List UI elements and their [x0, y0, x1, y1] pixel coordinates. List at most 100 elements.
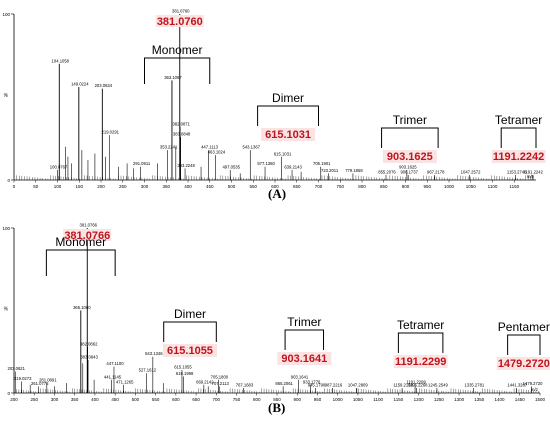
x-tick-label: 700: [315, 184, 323, 189]
peak-label: 669.2142: [196, 379, 214, 384]
oligomer-bracket-pentamer: Pentamer 1479.2720: [496, 320, 550, 370]
peak-label: 203.0634: [95, 83, 113, 88]
x-axis-unit: m/z: [531, 387, 539, 392]
x-tick-label: 350: [71, 397, 79, 402]
peak-label: 1191.2299: [406, 379, 426, 384]
bracket-label: Monomer: [152, 43, 203, 57]
x-tick-label: 200: [97, 184, 105, 189]
oligomer-bracket-monomer: Monomer: [45, 235, 116, 276]
x-tick-label: 1450: [515, 397, 526, 402]
peak-label: 365.1060: [73, 305, 91, 310]
x-tick-label: 650: [192, 397, 200, 402]
y-axis-symbol: %: [4, 93, 9, 99]
peak-label: 1195.2268: [408, 383, 428, 388]
x-tick-label: 300: [51, 397, 59, 402]
bracket-line: [163, 321, 217, 342]
x-tick-label: 1150: [394, 397, 404, 402]
x-tick-label: 650: [293, 184, 301, 189]
x-tick-label: 250: [30, 397, 38, 402]
x-tick-label: 1250: [434, 397, 445, 402]
bracket-line: [500, 127, 537, 148]
x-tick-label: 1000: [444, 184, 455, 189]
peak-label: 615.1031: [274, 151, 292, 156]
peak-label: 527.1612: [139, 368, 157, 373]
peak-label: 705.1901: [313, 161, 331, 166]
oligomer-bracket-tetramer: Tetramer 1191.2242: [491, 113, 546, 163]
x-tick-label: 950: [423, 184, 431, 189]
peak-label: 705.1800: [211, 374, 229, 379]
oligomer-bracket-trimer: Trimer 903.1641: [277, 315, 332, 365]
bracket-label: Monomer: [55, 235, 106, 249]
x-tick-label: 200: [10, 397, 18, 402]
oligomer-mass-label: 1191.2299: [395, 356, 446, 368]
peak-label: 441.1145: [104, 374, 122, 379]
peak-label: 363.1087: [164, 75, 182, 80]
bracket-label: Pentamer: [498, 320, 550, 334]
peak-label: 463.1024: [208, 150, 226, 155]
peak-label: 1047.2572: [461, 170, 481, 175]
peak-label: 1479.2720: [523, 381, 543, 386]
oligomer-bracket-dimer: Dimer 615.1031: [257, 91, 319, 141]
peak-label: 577.1380: [257, 161, 275, 166]
oligomer-mass-highlight: [163, 344, 218, 357]
x-tick-label: 1400: [495, 397, 506, 402]
peak-label: 382.0862: [80, 341, 98, 346]
x-tick-label: 900: [293, 397, 301, 402]
peak-label: 1153.2748: [507, 170, 527, 175]
peak-label: 1159.2104: [393, 383, 413, 388]
peak-label: 543.1367: [243, 145, 261, 150]
peak-label: 615.1055: [174, 364, 192, 369]
peak-label: 1335.2781: [464, 383, 484, 388]
oligomer-bracket-trimer: Trimer 903.1625: [381, 113, 439, 163]
peak-label: 471.1265: [116, 379, 134, 384]
peak-label: 383.0843: [80, 355, 98, 360]
peak-label: 543.1346: [145, 351, 163, 356]
bracket-line: [144, 57, 211, 84]
oligomer-mass-highlight: [261, 128, 316, 141]
peak-label: 987.2216: [325, 383, 343, 388]
y-axis-symbol: %: [4, 307, 9, 313]
peak-label: 767.1683: [236, 383, 254, 388]
x-tick-label: 1200: [414, 397, 425, 402]
x-tick-label: 500: [132, 397, 140, 402]
bracket-label: Dimer: [272, 91, 304, 105]
panel-label-a: (A): [268, 186, 287, 201]
x-tick-label: 1500: [535, 397, 546, 402]
peak-label: 723.2011: [321, 168, 339, 173]
peak-label: 219.0291: [102, 130, 120, 135]
x-tick-label: 800: [253, 397, 261, 402]
x-tick-label: 250: [119, 184, 127, 189]
peak-label: 219.0273: [14, 376, 32, 381]
oligomer-bracket-monomer: Monomer: [144, 43, 211, 84]
x-tick-label: 450: [206, 184, 214, 189]
peak-label: 707.2113: [212, 381, 230, 386]
x-tick-label: 850: [273, 397, 281, 402]
peak-label: 1047.2809: [348, 383, 368, 388]
oligomer-mass-label: 903.1625: [387, 151, 433, 163]
x-tick-label: 500: [228, 184, 236, 189]
oligomer-mass-label: 903.1641: [281, 353, 327, 365]
peak-label: 104.1058: [52, 58, 70, 63]
peak-label: 382.0871: [172, 121, 190, 126]
oligomer-mass-label: 1191.2242: [493, 151, 544, 163]
base-peak-label-highlight: [63, 229, 112, 241]
peak-label: 393.2248: [177, 163, 195, 168]
peak-label: 353.2241: [160, 145, 178, 150]
x-tick-label: 850: [380, 184, 388, 189]
bracket-line: [45, 249, 116, 276]
peak-label: 1191.2242: [523, 170, 543, 175]
oligomer-mass-label: 1479.2720: [498, 358, 550, 370]
y-tick-label: 0: [7, 178, 10, 183]
x-tick-label: 1300: [454, 397, 465, 402]
peak-label: 383.0848: [173, 131, 191, 136]
x-tick-label: 150: [75, 184, 83, 189]
x-tick-label: 900: [402, 184, 410, 189]
x-tick-label: 1100: [488, 184, 498, 189]
peak-label: 497.0535: [222, 165, 240, 170]
oligomer-mass-highlight: [491, 150, 546, 163]
bracket-label: Dimer: [174, 307, 206, 321]
x-tick-label: 700: [213, 397, 221, 402]
x-tick-label: 600: [271, 184, 279, 189]
